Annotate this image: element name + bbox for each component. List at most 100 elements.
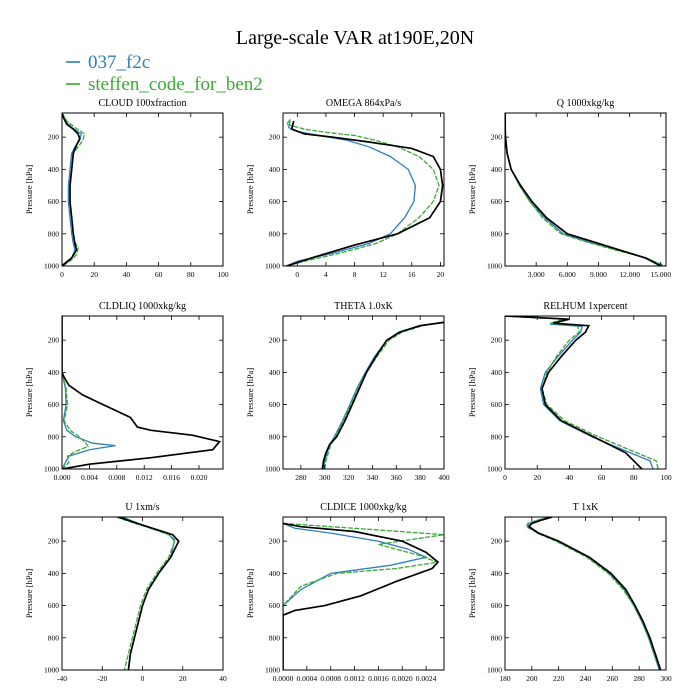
series-group <box>525 517 662 670</box>
x-tick-label: 0 <box>295 270 299 279</box>
x-tick-label: 0 <box>503 473 507 482</box>
x-tick-label: 400 <box>438 473 450 482</box>
plot-frame <box>504 516 667 671</box>
x-tick-label: 180 <box>499 674 511 683</box>
x-tick-label: 12 <box>379 270 387 279</box>
y-tick-label: 1000 <box>265 262 280 271</box>
y-axis-label: Pressure [hPa] <box>24 569 34 619</box>
x-tick-label: 0.004 <box>81 473 98 482</box>
x-tick-label: 6.000 <box>559 270 576 279</box>
y-axis-label: Pressure [hPa] <box>467 569 477 619</box>
x-tick-label: 0.0004 <box>297 674 318 683</box>
x-tick-label: 0.0020 <box>392 674 413 683</box>
y-tick-label: 1000 <box>265 666 280 675</box>
y-tick-label: 400 <box>491 368 503 377</box>
panel-title: U 1xm/s <box>125 502 159 513</box>
y-tick-label: 800 <box>48 633 60 642</box>
y-tick-label: 600 <box>48 601 60 610</box>
x-tick-label: 40 <box>566 473 574 482</box>
x-tick-label: 80 <box>630 473 638 482</box>
panel-3: CLDLIQ 1000xkg/kg Pressure [hPa] 200 400 600… <box>24 301 224 482</box>
x-tick-label: 60 <box>598 473 606 482</box>
series-line-series-a <box>526 517 660 670</box>
panel-2: Q 1000xkg/kg Pressure [hPa] 200 400 600 800 10… <box>467 98 671 279</box>
panel-title: RELHUM 1xpercent <box>543 301 627 312</box>
x-tick-label: 240 <box>580 674 592 683</box>
y-tick-label: 800 <box>269 229 281 238</box>
y-tick-label: 400 <box>491 569 503 578</box>
series-line-series-a <box>283 522 429 670</box>
x-tick-label: 8 <box>353 270 357 279</box>
x-tick-label: 0.0000 <box>273 674 294 683</box>
series-line-series-b <box>285 119 440 266</box>
series-group <box>505 113 666 266</box>
x-tick-label: 300 <box>319 473 331 482</box>
x-tick-label: -20 <box>97 674 107 683</box>
x-tick-label: 40 <box>219 674 227 683</box>
series-line-reference <box>62 113 81 266</box>
y-tick-label: 200 <box>491 537 503 546</box>
x-tick-label: 4 <box>324 270 328 279</box>
y-axis-label: Pressure [hPa] <box>24 165 34 215</box>
y-axis-label: Pressure [hPa] <box>245 368 255 418</box>
y-axis-label: Pressure [hPa] <box>467 165 477 215</box>
series-line-series-a <box>286 120 417 266</box>
series-line-reference <box>118 517 180 670</box>
plot-frame <box>61 315 224 470</box>
y-tick-label: 600 <box>491 400 503 409</box>
x-tick-label: 0.0016 <box>368 674 389 683</box>
series-line-reference <box>505 316 643 469</box>
x-tick-label: 9.000 <box>590 270 607 279</box>
plot-frame <box>504 112 667 267</box>
plot-frame <box>504 315 667 470</box>
series-line-reference <box>527 517 662 670</box>
y-tick-label: 1000 <box>487 262 502 271</box>
series-group <box>321 321 444 469</box>
series-line-reference <box>283 522 440 670</box>
y-tick-label: 200 <box>48 133 60 142</box>
x-tick-label: 80 <box>187 270 195 279</box>
x-tick-label: 100 <box>660 473 672 482</box>
x-tick-label: 16 <box>408 270 416 279</box>
y-tick-label: 200 <box>269 537 281 546</box>
series-group <box>285 119 444 266</box>
panel-title: THETA 1.0xK <box>334 301 393 312</box>
series-line-reference <box>62 316 222 469</box>
x-tick-label: 280 <box>634 674 646 683</box>
x-tick-label: 20 <box>179 674 187 683</box>
panel-title: Q 1000xkg/kg <box>557 98 615 109</box>
x-tick-label: 0.000 <box>54 473 71 482</box>
x-tick-label: 320 <box>343 473 355 482</box>
y-tick-label: 800 <box>491 229 503 238</box>
x-tick-label: 20 <box>90 270 98 279</box>
panel-title: T 1xK <box>573 502 599 513</box>
series-line-series-b <box>525 517 662 670</box>
x-tick-label: 380 <box>415 473 427 482</box>
series-group <box>62 316 222 469</box>
y-tick-label: 400 <box>48 569 60 578</box>
y-tick-label: 200 <box>269 133 281 142</box>
y-tick-label: 1000 <box>44 262 59 271</box>
plot-frame <box>61 516 224 671</box>
y-tick-label: 600 <box>48 197 60 206</box>
x-tick-label: 300 <box>660 674 672 683</box>
y-tick-label: 600 <box>491 601 503 610</box>
x-tick-label: 0.020 <box>191 473 208 482</box>
y-tick-label: 400 <box>269 368 281 377</box>
series-line-series-a <box>62 113 83 266</box>
series-group <box>283 522 444 670</box>
x-tick-label: 0.0024 <box>416 674 437 683</box>
series-line-series-a <box>505 316 654 469</box>
series-line-series-a <box>322 321 442 469</box>
y-tick-label: 1000 <box>487 465 502 474</box>
panel-7: CLDICE 1000xkg/kg Pressure [hPa] 200 400 600… <box>245 502 445 683</box>
panel-title: CLDLIQ 1000xkg/kg <box>99 301 186 312</box>
x-tick-label: 0.012 <box>136 473 153 482</box>
x-tick-label: 340 <box>367 473 379 482</box>
series-line-series-b <box>505 316 659 469</box>
series-line-series-b <box>116 517 176 670</box>
